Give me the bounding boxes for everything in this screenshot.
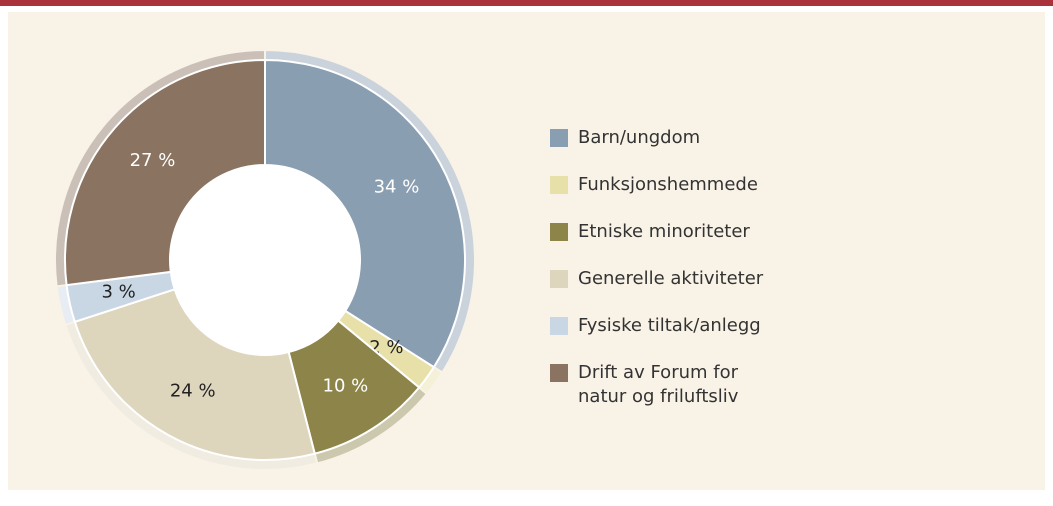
slice-label: 10 % — [323, 376, 369, 397]
slice-label: 3 % — [101, 282, 135, 303]
legend-swatch — [550, 176, 568, 194]
legend-label: Generelle aktiviteter — [578, 268, 764, 289]
legend-item: Funksjonshemmede — [550, 173, 790, 197]
legend-item: Generelle aktiviteter — [550, 267, 790, 291]
legend-label: Barn/ungdom — [578, 127, 701, 148]
legend-item: Etniske minoriteter — [550, 220, 790, 244]
legend-label: Drift av Forum for natur og friluftsliv — [578, 362, 739, 407]
legend-swatch — [550, 270, 568, 288]
legend-label: Funksjonshemmede — [578, 174, 758, 195]
top-bar — [0, 0, 1053, 6]
legend-swatch — [550, 129, 568, 147]
legend-swatch — [550, 364, 568, 382]
legend-item: Barn/ungdom — [550, 126, 790, 150]
slice-label: 34 % — [374, 177, 420, 198]
donut-hole — [170, 165, 360, 355]
slice-label: 24 % — [170, 380, 216, 401]
legend-label: Etniske minoriteter — [578, 221, 750, 242]
legend-item: Drift av Forum for natur og friluftsliv — [550, 361, 790, 409]
legend: Barn/ungdom Funksjonshemmede Etniske minor… — [550, 126, 790, 432]
legend-swatch — [550, 223, 568, 241]
legend-swatch — [550, 317, 568, 335]
legend-item: Fysiske tiltak/anlegg — [550, 314, 790, 338]
slice-label: 27 % — [130, 150, 176, 171]
legend-label: Fysiske tiltak/anlegg — [578, 315, 761, 336]
